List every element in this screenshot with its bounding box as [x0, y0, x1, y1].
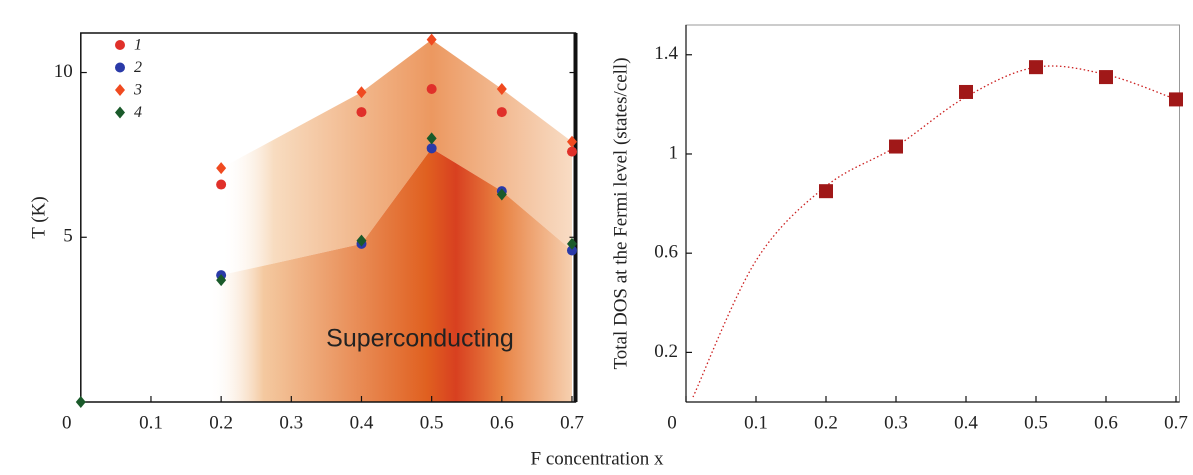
x-tick-label: 0 [667, 412, 677, 433]
point [426, 132, 437, 145]
point [216, 179, 227, 190]
legend-label: 2 [134, 59, 142, 76]
x-tick-label: 0.7 [1164, 412, 1188, 433]
y-tick-label: 1 [669, 142, 679, 163]
x-tick-label: 0.5 [420, 412, 444, 433]
x-tick-label: 0.3 [884, 412, 908, 433]
y-axis-label: T (K) [28, 196, 49, 238]
point [566, 146, 577, 157]
legend-marker [115, 62, 125, 73]
y-axis-label: Total DOS at the Fermi level (states/cel… [610, 57, 631, 369]
y-tick-label: 1.4 [654, 43, 678, 64]
x-tick-label: 0.3 [279, 412, 303, 433]
legend-label: 4 [134, 104, 142, 121]
y-tick-label: 10 [54, 61, 73, 82]
x-tick-label: 0.4 [350, 412, 374, 433]
point [356, 86, 367, 99]
x-axis-label: F concentration x [531, 448, 664, 469]
legend-marker [115, 106, 125, 119]
point [496, 83, 507, 96]
legend-label: 1 [134, 37, 142, 54]
fit-curve [692, 65, 1177, 398]
point [216, 162, 227, 175]
point [566, 237, 577, 250]
point [496, 188, 507, 201]
legend-marker [115, 40, 125, 50]
point [566, 245, 577, 256]
x-tick-label: 0.4 [954, 412, 978, 433]
shade-upper [221, 39, 572, 276]
point [566, 135, 577, 148]
point [75, 396, 86, 408]
x-tick-label: 0.6 [490, 412, 514, 433]
point [1099, 70, 1113, 85]
annotation: Superconducting [326, 325, 514, 353]
point [496, 107, 507, 118]
legend-marker [115, 84, 125, 96]
y-tick-label: 0.6 [654, 242, 678, 263]
x-tick-label: 0.2 [814, 412, 838, 433]
point [819, 184, 833, 199]
point [356, 107, 367, 118]
point [426, 84, 437, 95]
point [356, 234, 367, 247]
shade-lower [209, 148, 572, 402]
x-tick-label: 0.2 [209, 412, 233, 433]
x-tick-label: 0.6 [1094, 412, 1118, 433]
point [216, 274, 227, 287]
y-tick-label: 0.2 [654, 341, 678, 362]
x-tick-label: 0 [62, 412, 72, 433]
legend-label: 3 [133, 82, 142, 99]
point [959, 84, 973, 99]
point [426, 143, 437, 154]
x-tick-label: 0.7 [560, 412, 584, 433]
point [426, 33, 437, 46]
x-tick-label: 0.1 [744, 412, 768, 433]
x-tick-label: 0.1 [139, 412, 163, 433]
point [889, 139, 903, 154]
x-tick-label: 0.5 [1024, 412, 1048, 433]
point [1029, 60, 1043, 75]
y-tick-label: 5 [63, 226, 73, 247]
point [1169, 92, 1183, 107]
